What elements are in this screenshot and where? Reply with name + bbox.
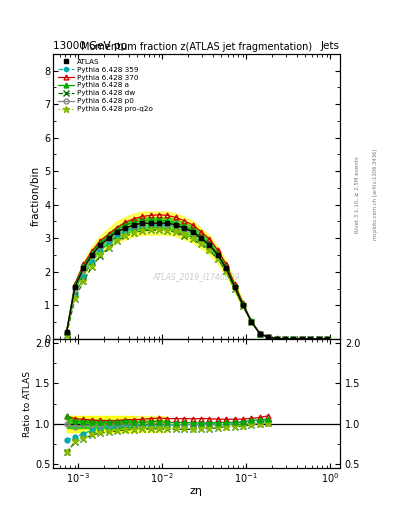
Text: Jets: Jets [321, 41, 340, 51]
Legend: ATLAS, Pythia 6.428 359, Pythia 6.428 370, Pythia 6.428 a, Pythia 6.428 dw, Pyth: ATLAS, Pythia 6.428 359, Pythia 6.428 37… [57, 57, 154, 114]
Title: Momentum fraction z(ATLAS jet fragmentation): Momentum fraction z(ATLAS jet fragmentat… [81, 41, 312, 52]
Text: Rivet 3.1.10, ≥ 2.5M events: Rivet 3.1.10, ≥ 2.5M events [355, 156, 360, 233]
Y-axis label: Ratio to ATLAS: Ratio to ATLAS [23, 371, 32, 437]
Text: ATLAS_2019_I1740909: ATLAS_2019_I1740909 [153, 272, 240, 281]
Text: 13000 GeV pp: 13000 GeV pp [53, 41, 127, 51]
Text: mcplots.cern.ch [arXiv:1306.3436]: mcplots.cern.ch [arXiv:1306.3436] [373, 149, 378, 240]
X-axis label: zη: zη [190, 486, 203, 497]
Y-axis label: fraction/bin: fraction/bin [31, 166, 41, 226]
